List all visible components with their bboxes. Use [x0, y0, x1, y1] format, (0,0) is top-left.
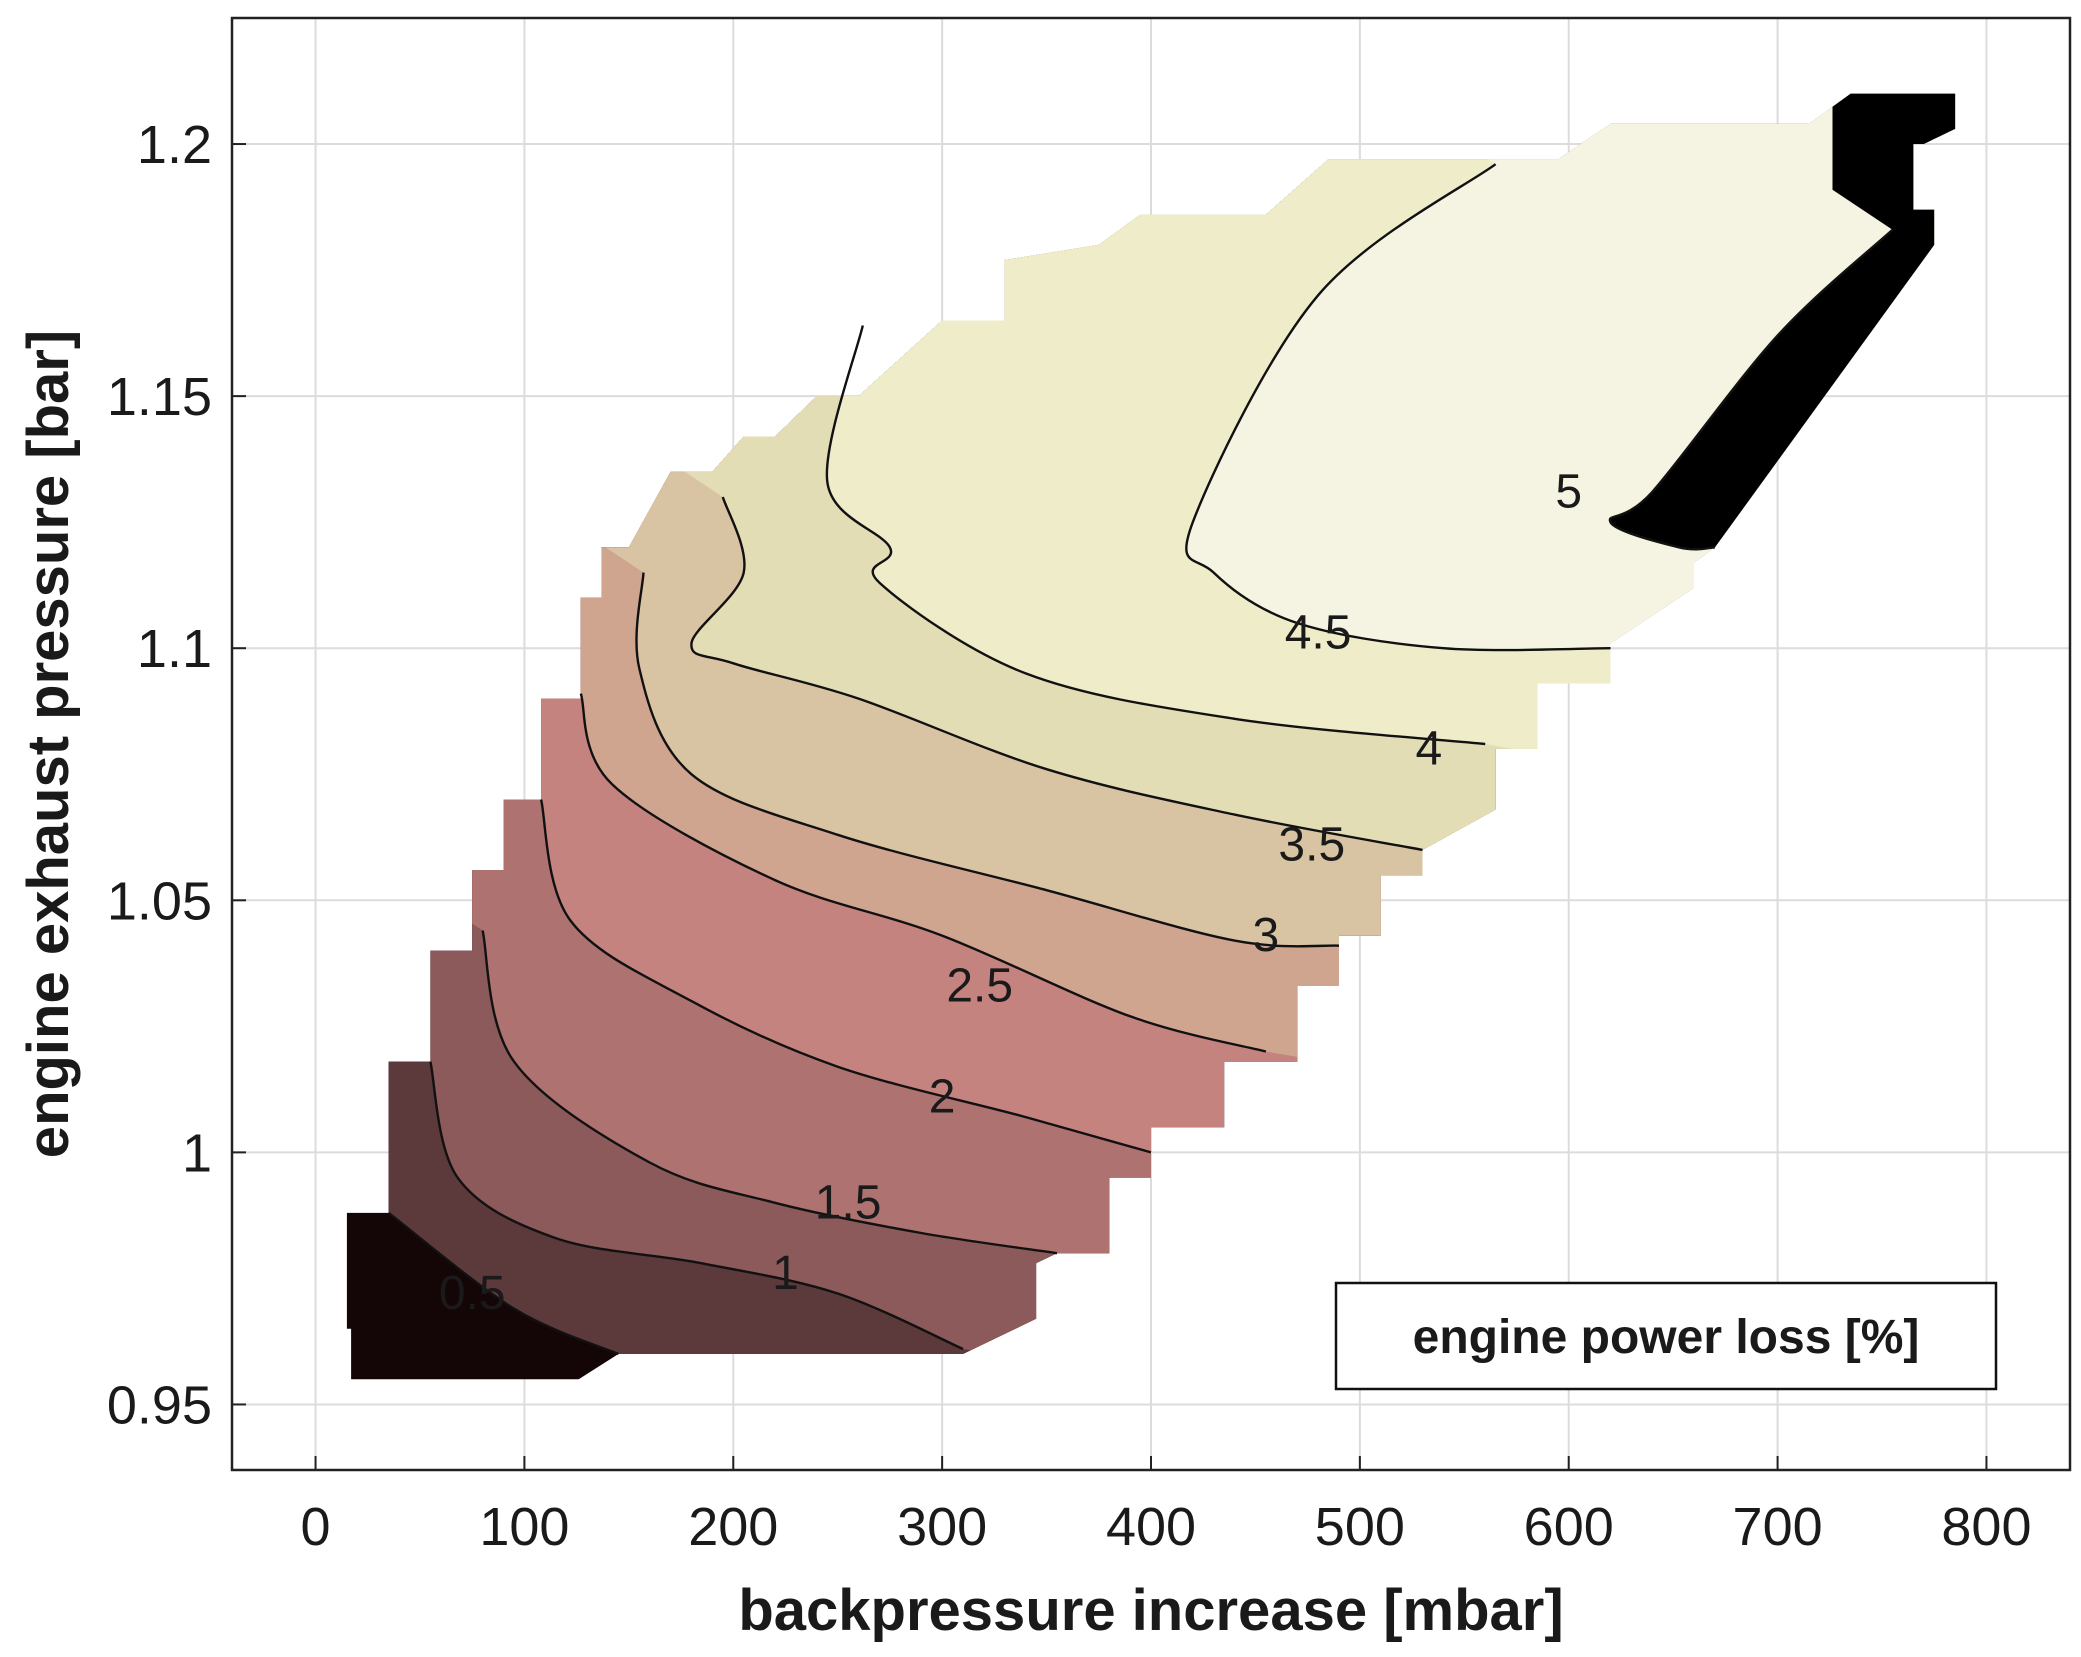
contour-label: 5: [1555, 465, 1582, 518]
contour-label: 2.5: [946, 960, 1013, 1013]
x-axis-ticks: 0 100 200 300 400 500 600 700 800: [301, 1456, 2032, 1557]
y-tick-label: 0.95: [107, 1375, 212, 1435]
y-tick-label: 1.15: [107, 367, 212, 427]
x-axis-title: backpressure increase [mbar]: [738, 1578, 1563, 1643]
contour-line-2.5: [579, 693, 1267, 1053]
contour-label: 1: [772, 1247, 799, 1300]
x-tick-label: 100: [479, 1497, 569, 1557]
legend-box: engine power loss [%]: [1334, 1281, 1998, 1391]
contour-labels: 0.5 1 1.5 2 2.5 3 3.5 4 4.5 5: [439, 465, 1582, 1320]
contour-line-1: [429, 1061, 964, 1351]
contour-label: 0.5: [439, 1267, 506, 1320]
contour-band-4.5: [1186, 93, 1956, 709]
contour-lines: [387, 163, 1894, 1356]
contour-label: 3.5: [1278, 818, 1345, 871]
y-axis-ticks: 0.95 1 1.05 1.1 1.15 1.2: [107, 115, 246, 1435]
contour-bands: [346, 93, 1956, 1380]
y-tick-label: 1.1: [137, 619, 212, 679]
y-tick-label: 1.2: [137, 115, 212, 175]
x-tick-label: 600: [1524, 1497, 1614, 1557]
contour-label: 2: [929, 1070, 956, 1123]
x-tick-label: 800: [1941, 1497, 2031, 1557]
contour-line-4: [825, 325, 1486, 746]
contour-line-3: [635, 572, 1340, 948]
contour-line-0.5: [387, 1211, 619, 1356]
contour-label: 3: [1253, 909, 1280, 962]
contour-line-4.5: [1185, 163, 1611, 652]
x-tick-label: 500: [1315, 1497, 1405, 1557]
x-tick-label: 400: [1106, 1497, 1196, 1557]
legend-frame: [1334, 1281, 1998, 1391]
x-tick-label: 200: [688, 1497, 778, 1557]
y-tick-label: 1: [182, 1123, 212, 1183]
contour-line-3.5: [690, 496, 1423, 852]
contour-line-5: [1608, 228, 1894, 551]
x-tick-label: 300: [897, 1497, 987, 1557]
legend-text: engine power loss [%]: [1413, 1311, 1920, 1364]
x-tick-label: 700: [1733, 1497, 1823, 1557]
contour-label: 4: [1415, 723, 1442, 776]
y-axis-title: engine exhaust pressure [bar]: [16, 330, 81, 1158]
y-tick-label: 1.05: [107, 871, 212, 931]
x-tick-label: 0: [301, 1497, 331, 1557]
contour-label: 4.5: [1285, 607, 1352, 660]
contour-label: 1.5: [815, 1176, 882, 1229]
contour-line-1.5: [481, 930, 1058, 1255]
contour-line-2: [539, 799, 1152, 1154]
